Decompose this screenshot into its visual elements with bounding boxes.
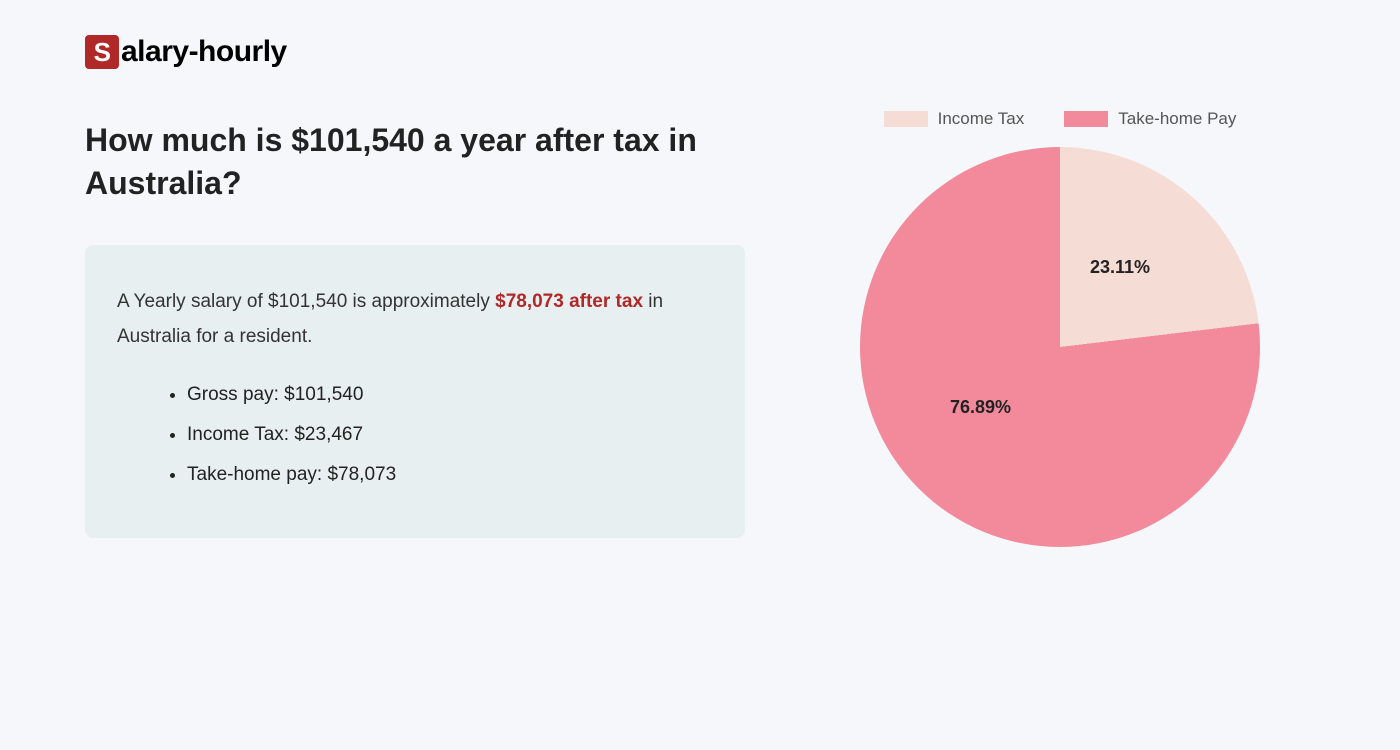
- legend-label: Income Tax: [938, 109, 1025, 129]
- list-item: Gross pay: $101,540: [187, 378, 713, 412]
- summary-prefix: A Yearly salary of $101,540 is approxima…: [117, 291, 495, 312]
- page-heading: How much is $101,540 a year after tax in…: [85, 119, 745, 205]
- summary-info-box: A Yearly salary of $101,540 is approxima…: [85, 245, 745, 538]
- pie-label-income-tax: 23.11%: [1090, 257, 1150, 278]
- pie-chart: 23.11% 76.89%: [860, 147, 1260, 547]
- legend-swatch-icon: [884, 111, 928, 127]
- list-item: Take-home pay: $78,073: [187, 458, 713, 492]
- list-item: Income Tax: $23,467: [187, 418, 713, 452]
- logo-box-letter: S: [85, 35, 119, 69]
- legend-swatch-icon: [1064, 111, 1108, 127]
- summary-highlight: $78,073 after tax: [495, 291, 643, 312]
- left-column: How much is $101,540 a year after tax in…: [85, 119, 745, 547]
- site-logo: Salary-hourly: [85, 35, 1315, 69]
- chart-legend: Income Tax Take-home Pay: [884, 109, 1237, 129]
- legend-item-take-home: Take-home Pay: [1064, 109, 1236, 129]
- legend-item-income-tax: Income Tax: [884, 109, 1025, 129]
- chart-column: Income Tax Take-home Pay 23.11% 76.89%: [805, 109, 1315, 547]
- pie-label-take-home: 76.89%: [950, 397, 1011, 418]
- breakdown-list: Gross pay: $101,540 Income Tax: $23,467 …: [117, 378, 713, 493]
- pie-slices: [860, 147, 1260, 547]
- summary-text: A Yearly salary of $101,540 is approxima…: [117, 285, 713, 353]
- legend-label: Take-home Pay: [1118, 109, 1236, 129]
- logo-text: alary-hourly: [121, 35, 287, 69]
- main-content: How much is $101,540 a year after tax in…: [85, 119, 1315, 547]
